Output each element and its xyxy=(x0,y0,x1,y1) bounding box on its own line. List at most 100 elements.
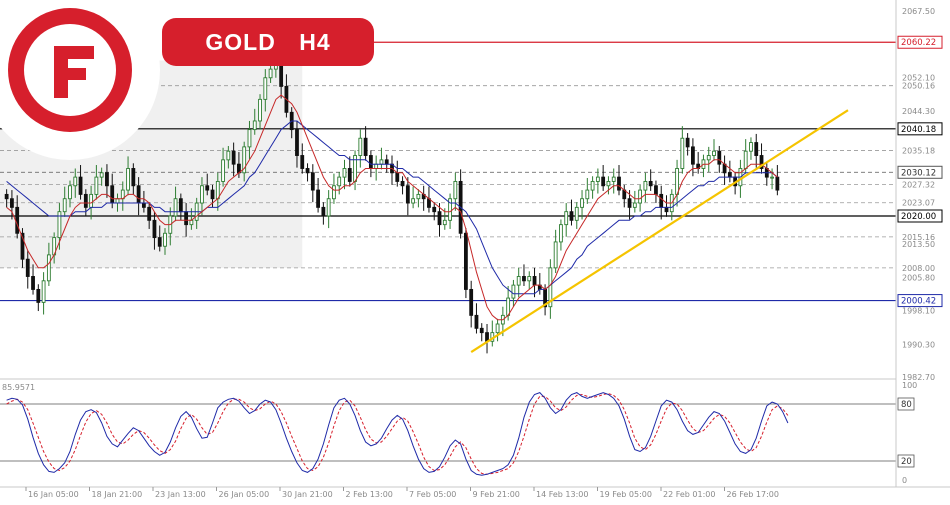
candle-body xyxy=(706,155,711,161)
candle-body xyxy=(200,185,204,204)
candle-body xyxy=(62,198,67,213)
candle-body xyxy=(680,137,685,169)
candle-body xyxy=(432,206,437,213)
candle-body xyxy=(532,276,537,286)
price-badge-label: 2060.22 xyxy=(901,38,936,48)
support-trendline xyxy=(470,109,849,354)
price-tick-label: 2027.32 xyxy=(902,180,935,189)
candle-body xyxy=(495,323,500,334)
candle-body xyxy=(384,159,389,165)
candle-body xyxy=(770,176,774,179)
price-tick-label: 2008.00 xyxy=(902,264,935,273)
price-badge-label: 2030.12 xyxy=(901,168,936,178)
time-tick-label: 7 Feb 05:00 xyxy=(409,490,456,499)
candle-body xyxy=(157,237,162,247)
price-tick-label: 1990.30 xyxy=(902,340,935,349)
candle-body xyxy=(94,176,99,195)
candle-body xyxy=(775,176,780,191)
candle-body xyxy=(564,211,569,226)
candle-body xyxy=(263,77,268,100)
stoch-level-label: 20 xyxy=(901,457,912,467)
candle-body xyxy=(178,198,183,213)
candle-body xyxy=(41,280,46,303)
candle-body xyxy=(405,185,410,204)
candle-body xyxy=(606,180,611,187)
candle-body xyxy=(749,142,753,152)
stoch-level-label: 80 xyxy=(901,400,912,410)
candle-body xyxy=(580,198,584,208)
candle-body xyxy=(411,198,416,204)
candle-body xyxy=(141,202,146,208)
candle-body xyxy=(516,276,521,286)
candle-body xyxy=(147,206,152,221)
candle-body xyxy=(727,172,732,178)
candle-body xyxy=(268,68,273,79)
stoch-value-label: 85.9571 xyxy=(2,383,35,392)
candle-body xyxy=(379,159,384,165)
stoch-level-badge xyxy=(897,454,915,468)
candle-body xyxy=(258,98,262,122)
time-tick-label: 23 Jan 13:00 xyxy=(155,490,206,499)
price-tick-label: 2015.16 xyxy=(902,233,935,242)
price-tick-label: 2052.10 xyxy=(902,73,935,82)
time-tick-label: 14 Feb 13:00 xyxy=(536,490,588,499)
candle-body xyxy=(511,284,516,299)
price-badge xyxy=(897,165,943,179)
candle-body xyxy=(173,198,178,217)
ma-red-line xyxy=(6,94,778,321)
candle-body xyxy=(590,180,595,191)
price-badge-label: 2000.42 xyxy=(901,297,936,307)
candle-body xyxy=(337,176,342,187)
time-tick-label: 22 Feb 01:00 xyxy=(663,490,715,499)
candle-body xyxy=(474,314,479,329)
candle-body xyxy=(368,155,373,169)
candle-body xyxy=(585,189,590,200)
candle-body xyxy=(358,137,363,156)
candle-body xyxy=(83,193,88,208)
stoch-tick-label: 0 xyxy=(902,476,907,485)
candle-body xyxy=(184,211,189,226)
candle-body xyxy=(321,206,326,217)
candle-body xyxy=(163,232,167,247)
candle-body xyxy=(105,172,109,187)
candle-body xyxy=(743,150,748,169)
candle-body xyxy=(126,168,130,191)
candle-body xyxy=(295,129,299,156)
candle-body xyxy=(78,176,83,195)
candle-body xyxy=(553,241,558,269)
candle-body xyxy=(310,172,315,191)
time-tick-label: 26 Feb 17:00 xyxy=(727,490,779,499)
candle-body xyxy=(242,146,247,174)
stoch-k-line xyxy=(6,392,789,476)
candle-body xyxy=(136,185,141,204)
ma-blue-line xyxy=(6,120,778,295)
candle-body xyxy=(247,129,252,148)
candle-body xyxy=(717,150,722,165)
candle-body xyxy=(115,198,120,204)
candle-body xyxy=(611,176,616,182)
candle-body xyxy=(643,180,648,191)
candle-body xyxy=(332,185,336,200)
candle-body xyxy=(453,180,458,200)
candle-body xyxy=(601,176,606,187)
candle-body xyxy=(300,155,305,169)
candle-body xyxy=(36,288,41,303)
candle-body xyxy=(279,64,284,87)
stoch-tick-label: 100 xyxy=(902,381,917,390)
candle-body xyxy=(25,258,30,277)
candle-body xyxy=(638,189,643,204)
candle-body xyxy=(31,276,35,290)
price-tick-label: 1982.70 xyxy=(902,373,935,382)
price-badge xyxy=(897,35,943,49)
candle-body xyxy=(305,168,310,174)
candle-body xyxy=(627,198,632,208)
time-tick-label: 19 Feb 05:00 xyxy=(600,490,652,499)
price-badge xyxy=(897,209,943,223)
candle-body xyxy=(15,206,20,234)
brand-logo xyxy=(0,0,160,160)
time-tick-label: 16 Jan 05:00 xyxy=(28,490,79,499)
candle-body xyxy=(210,189,215,200)
time-tick-label: 9 Feb 21:00 xyxy=(473,490,520,499)
candle-body xyxy=(437,211,442,226)
